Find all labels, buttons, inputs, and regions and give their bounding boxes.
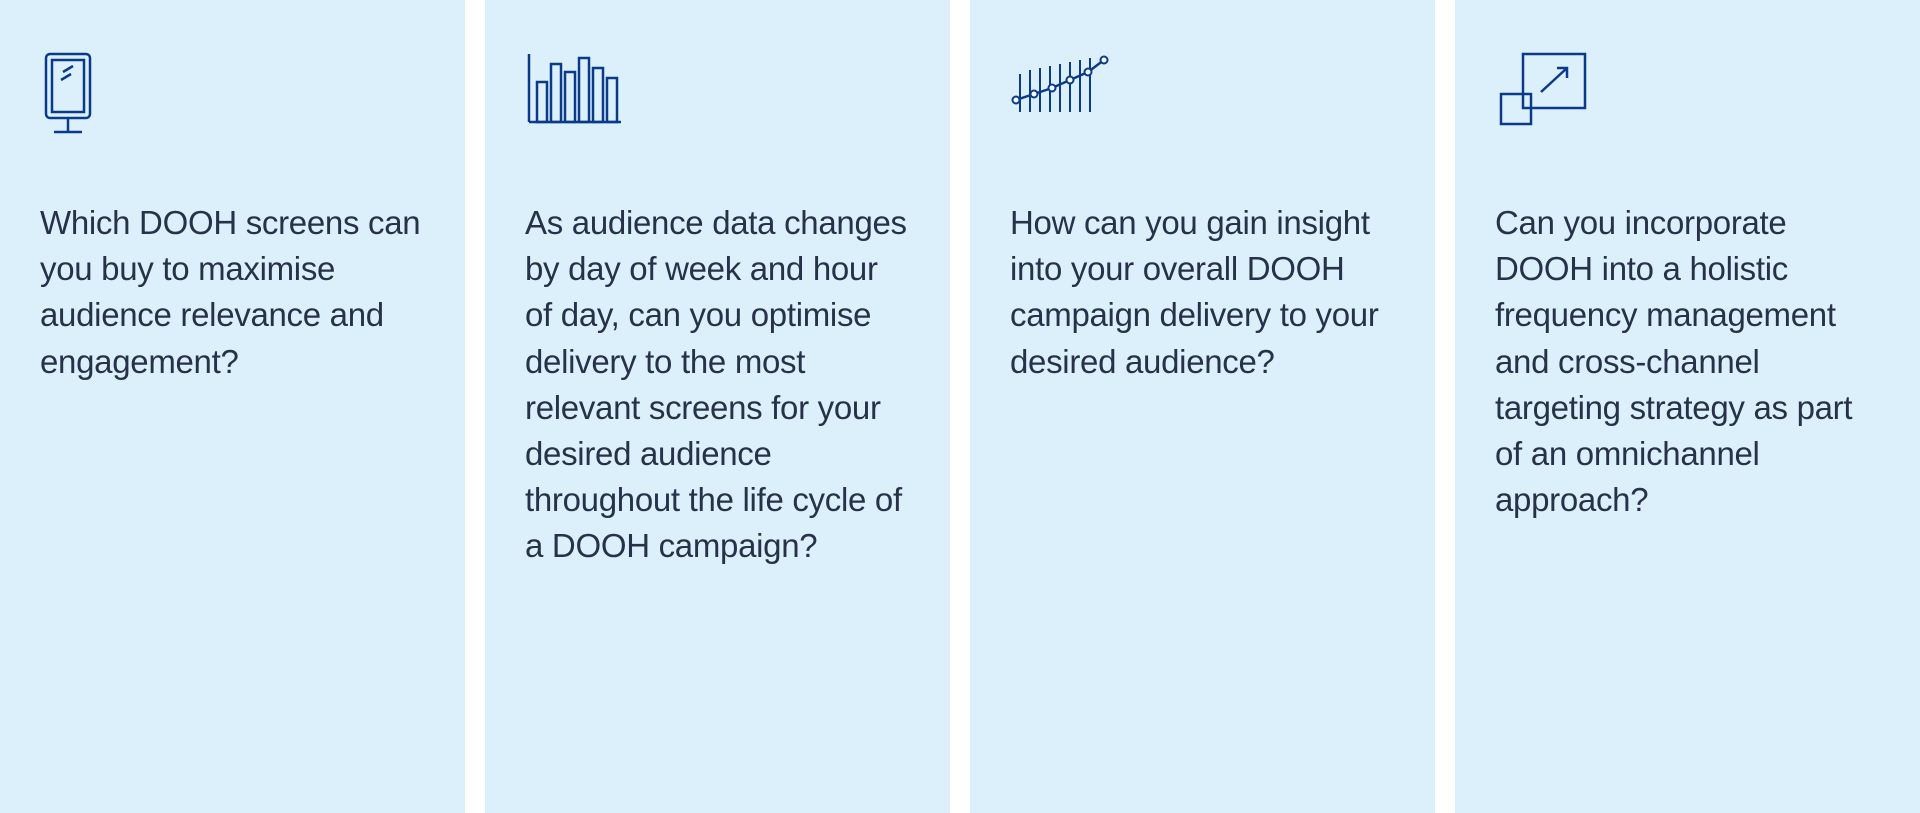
info-card: As audience data changes by day of week …	[485, 0, 950, 813]
card-text: As audience data changes by day of week …	[525, 200, 910, 570]
cards-container: Which DOOH screens can you buy to maximi…	[0, 0, 1920, 813]
bar-chart-icon	[525, 50, 910, 140]
info-card: Which DOOH screens can you buy to maximi…	[0, 0, 465, 813]
info-card: How can you gain insight into your overa…	[970, 0, 1435, 813]
info-card: Can you incorporate DOOH into a holistic…	[1455, 0, 1920, 813]
card-text: Can you incorporate DOOH into a holistic…	[1495, 200, 1880, 523]
card-text: How can you gain insight into your overa…	[1010, 200, 1395, 385]
trend-chart-icon	[1010, 50, 1395, 140]
expand-squares-icon	[1495, 50, 1880, 140]
card-text: Which DOOH screens can you buy to maximi…	[40, 200, 425, 385]
billboard-icon	[40, 50, 425, 140]
